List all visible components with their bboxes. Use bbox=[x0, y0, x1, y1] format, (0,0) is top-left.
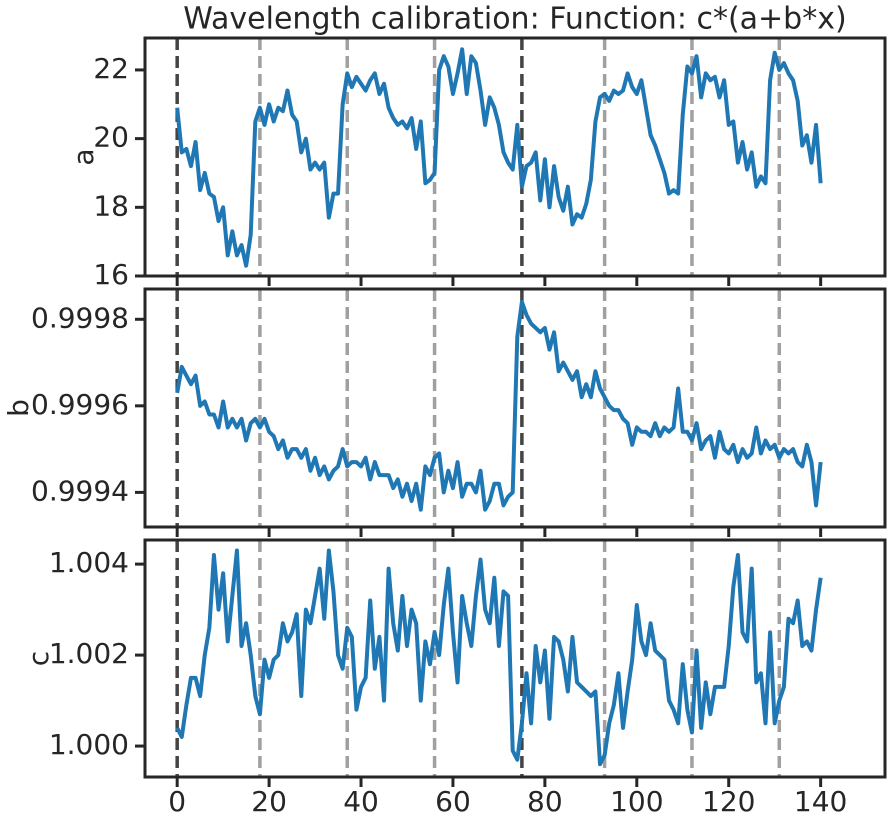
x-tick-label: 120 bbox=[702, 785, 755, 818]
y-axis-label: a bbox=[67, 148, 100, 165]
x-tick-label: 80 bbox=[527, 785, 563, 818]
y-tick-label: 1.000 bbox=[49, 728, 129, 761]
data-line bbox=[175, 548, 823, 767]
x-tick-label: 100 bbox=[610, 785, 663, 818]
y-axis-label: c bbox=[22, 651, 55, 666]
y-tick-label: 1.002 bbox=[49, 637, 129, 670]
y-tick-label: 18 bbox=[93, 189, 129, 222]
x-tick-label: 60 bbox=[435, 785, 471, 818]
data-line bbox=[175, 299, 823, 512]
y-axis-label: b bbox=[2, 399, 35, 417]
x-tick-label: 40 bbox=[343, 785, 379, 818]
axes-frame bbox=[143, 287, 887, 529]
y-tick-label: 0.9994 bbox=[31, 474, 129, 507]
x-tick-label: 0 bbox=[168, 785, 186, 818]
x-tick-label: 20 bbox=[251, 785, 287, 818]
axes-frame bbox=[143, 36, 887, 278]
data-line bbox=[175, 47, 823, 268]
y-tick-label: 22 bbox=[93, 52, 129, 85]
x-tick-label: 140 bbox=[794, 785, 847, 818]
y-tick-label: 0.9996 bbox=[31, 388, 129, 421]
y-tick-label: 1.004 bbox=[49, 546, 129, 579]
chart-title: Wavelength calibration: Function: c*(a+b… bbox=[183, 2, 846, 37]
axes-frame bbox=[143, 538, 887, 779]
y-tick-label: 20 bbox=[93, 121, 129, 154]
y-tick-label: 16 bbox=[93, 258, 129, 291]
y-tick-label: 0.9998 bbox=[31, 301, 129, 334]
